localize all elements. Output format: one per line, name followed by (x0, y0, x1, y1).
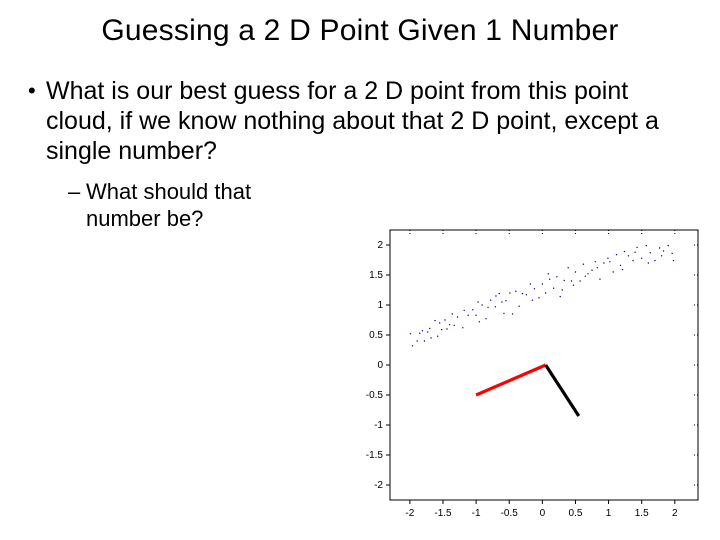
svg-text:0.5: 0.5 (569, 508, 583, 519)
slide-title: Guessing a 2 D Point Given 1 Number (0, 0, 720, 48)
svg-text:-0.5: -0.5 (501, 508, 519, 519)
bullet-item: • What is our best guess for a 2 D point… (28, 76, 692, 166)
svg-text:-2: -2 (374, 480, 383, 491)
svg-text:0.5: 0.5 (369, 330, 383, 341)
svg-text:-1.5: -1.5 (366, 450, 384, 461)
svg-text:2: 2 (377, 240, 383, 251)
svg-text:0: 0 (377, 360, 383, 371)
svg-text:-1.5: -1.5 (434, 508, 452, 519)
svg-text:-1: -1 (374, 420, 383, 431)
bullet-marker: • (28, 76, 46, 106)
sub-bullet-marker: – (68, 178, 86, 205)
chart-svg: -2 -1.5 -1 -0.5 0 0.5 1 1.5 2 -2 -1.5 -1 -0.5 0 0.5 1 1.… (348, 222, 706, 528)
bullet-text: What is our best guess for a 2 D point f… (46, 76, 692, 166)
svg-text:-1: -1 (472, 508, 481, 519)
body-area: • What is our best guess for a 2 D point… (0, 48, 720, 232)
svg-text:1: 1 (377, 300, 383, 311)
svg-text:2: 2 (672, 508, 678, 519)
sub-bullet-text: What should that number be? (86, 178, 326, 232)
svg-text:-0.5: -0.5 (366, 390, 384, 401)
svg-text:1.5: 1.5 (635, 508, 649, 519)
svg-text:-2: -2 (405, 508, 414, 519)
svg-text:1.5: 1.5 (369, 270, 383, 281)
svg-text:1: 1 (606, 508, 612, 519)
svg-text:0: 0 (540, 508, 546, 519)
scatter-chart: -2 -1.5 -1 -0.5 0 0.5 1 1.5 2 -2 -1.5 -1 -0.5 0 0.5 1 1.… (348, 222, 706, 528)
